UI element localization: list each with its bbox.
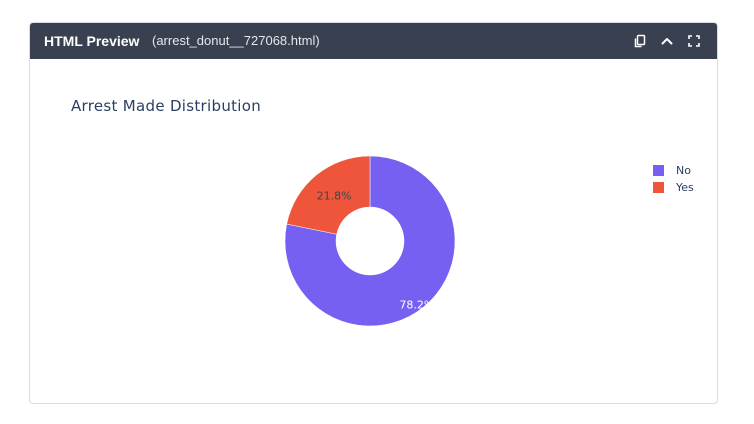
preview-title: HTML Preview (44, 33, 140, 49)
donut-slice-no[interactable] (284, 155, 456, 327)
legend-label-yes: Yes (676, 181, 694, 194)
chevron-up-icon[interactable] (658, 32, 676, 50)
copy-icon[interactable] (631, 32, 649, 50)
preview-filename: (arrest_donut__727068.html) (152, 33, 320, 48)
html-preview-panel: HTML Preview (arrest_donut__727068.html)… (29, 22, 718, 404)
legend-swatch-yes (653, 182, 664, 193)
donut-slice-yes[interactable] (286, 155, 371, 235)
legend-label-no: No (676, 164, 691, 177)
legend-item-no[interactable]: No (653, 162, 694, 179)
donut-chart: 78.2% 21.8% (284, 155, 456, 327)
legend-swatch-no (653, 165, 664, 176)
legend-item-yes[interactable]: Yes (653, 179, 694, 196)
chart-area: Arrest Made Distribution 78.2% 21.8% No Y… (30, 59, 717, 403)
chart-legend: No Yes (653, 162, 694, 196)
donut-label-no: 78.2% (399, 299, 434, 312)
donut-label-yes: 21.8% (317, 189, 352, 202)
chart-title: Arrest Made Distribution (71, 97, 262, 115)
fullscreen-icon[interactable] (685, 32, 703, 50)
preview-header: HTML Preview (arrest_donut__727068.html) (30, 23, 717, 59)
